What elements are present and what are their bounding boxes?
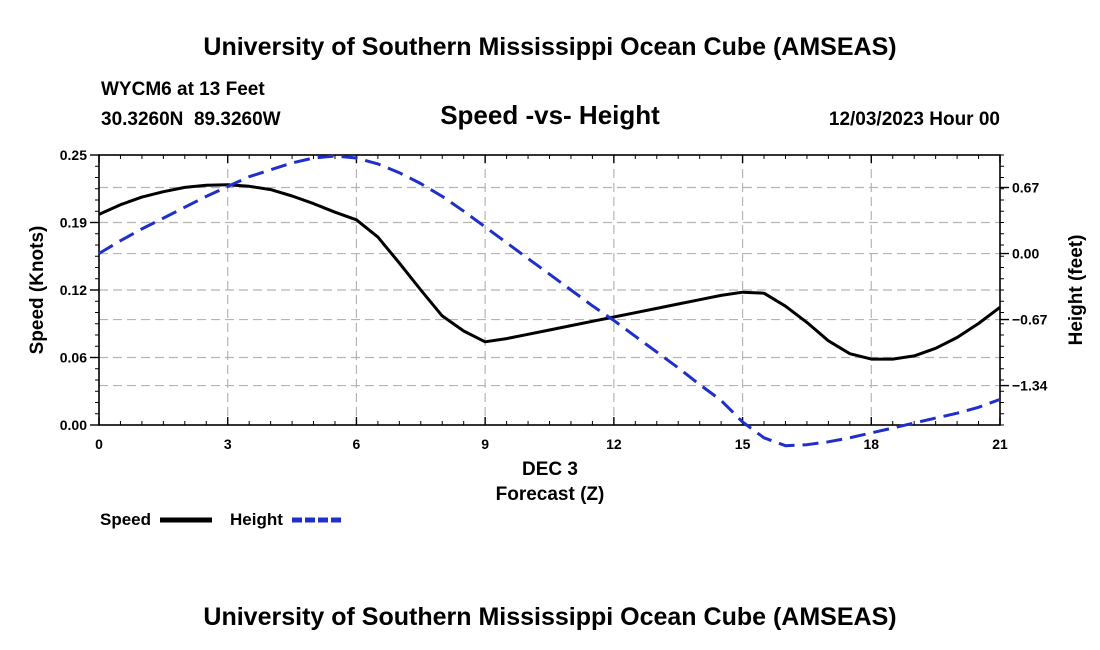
y2-tick-label: 0.67 (1012, 180, 1039, 196)
x-tick-label: 21 (992, 436, 1008, 452)
y2-tick-labels: −1.34 −0.67 0.00 0.67 (1012, 180, 1048, 394)
footer-title: University of Southern Mississippi Ocean… (203, 603, 896, 631)
x-tick-label: 3 (224, 436, 232, 452)
series-lines (98, 154, 1001, 448)
y2-tick-label: 0.00 (1012, 246, 1039, 262)
x-tick-label: 9 (481, 436, 489, 452)
y-tick-label: 0.25 (60, 147, 87, 163)
x-axis-label: Forecast (Z) (496, 484, 605, 505)
x-tick-label: 6 (353, 436, 361, 452)
y-tick-label: 0.12 (60, 282, 87, 298)
station-label: WYCM6 at 13 Feet (101, 79, 265, 100)
y2-axis-label: Height (feet) (1066, 235, 1087, 346)
y-tick-label: 0.19 (60, 215, 87, 231)
y2-tick-label: −0.67 (1012, 312, 1048, 328)
x-tick-label: 15 (735, 436, 751, 452)
x-tick-label: 18 (863, 436, 879, 452)
y-tick-labels: 0.00 0.06 0.12 0.19 0.25 (60, 147, 87, 433)
y2-tick-label: −1.34 (1012, 378, 1048, 394)
axis-ticks (90, 154, 1009, 426)
legend-speed-label: Speed (100, 510, 151, 529)
x-tick-labels: 0 3 6 9 12 15 18 21 (95, 436, 1008, 452)
grid-lines (99, 155, 1000, 425)
x-date-label: DEC 3 (522, 459, 578, 480)
y-tick-label: 0.06 (60, 350, 87, 366)
x-tick-label: 12 (606, 436, 622, 452)
y-axis-label: Speed (Knots) (27, 226, 48, 355)
chart-title: Speed -vs- Height (440, 100, 660, 130)
series-height-line (98, 154, 1001, 448)
x-tick-label: 0 (95, 436, 103, 452)
series-speed-line (98, 183, 1001, 361)
legend: Speed Height (100, 510, 342, 529)
legend-height-label: Height (230, 510, 283, 529)
y-tick-label: 0.00 (60, 417, 87, 433)
forecast-datetime: 12/03/2023 Hour 00 (829, 109, 1000, 130)
main-title: University of Southern Mississippi Ocean… (203, 33, 896, 61)
coordinates-label: 30.3260N 89.3260W (101, 109, 281, 130)
